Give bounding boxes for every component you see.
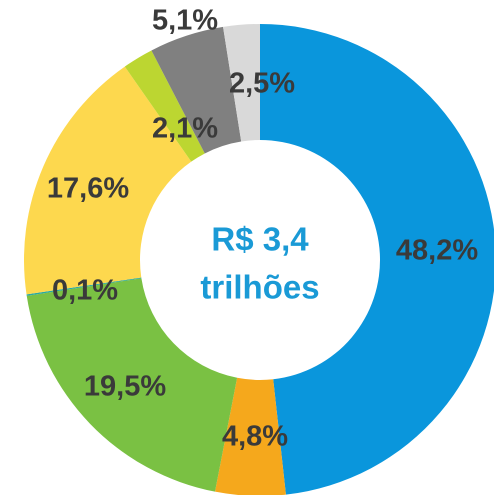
data-label: 2,5% [229,68,295,100]
slice [26,278,238,492]
data-label: 19,5% [84,371,166,403]
slice [124,50,205,162]
data-label: 17,6% [47,173,129,205]
slice [151,26,242,154]
data-label: 0,1% [52,275,118,307]
slices [24,24,494,495]
data-label: 48,2% [396,235,478,267]
slice [260,24,494,495]
data-label: 5,1% [152,5,218,37]
data-label: 4,8% [222,421,288,453]
labels: 48,2% 4,8% 19,5% 0,1% 17,6% 2,1% 5,1% 2,5% [47,5,478,453]
slice [223,24,260,142]
center-label: trilhões [200,269,319,306]
center-label: R$ 3,4 [211,221,309,258]
slice [215,377,286,495]
slice [24,66,192,295]
slice [26,277,142,296]
data-label: 2,1% [152,113,218,145]
